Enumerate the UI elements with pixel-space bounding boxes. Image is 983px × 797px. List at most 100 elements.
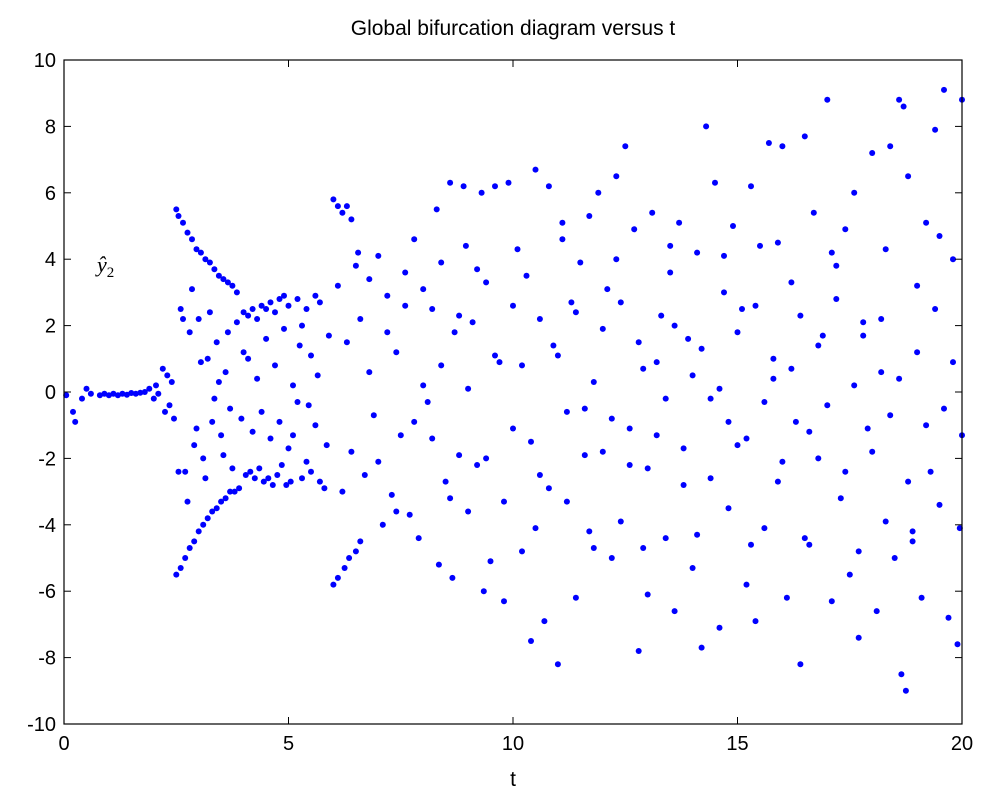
data-points (63, 86, 965, 694)
y-tick-label: 4 (45, 249, 56, 271)
scatter-point (662, 535, 669, 542)
scatter-point (685, 335, 692, 342)
scatter-point (631, 226, 638, 233)
scatter-point (460, 183, 467, 190)
scatter-point (456, 452, 463, 459)
scatter-point (487, 558, 494, 565)
scatter-point (211, 395, 218, 402)
chart-title: Global bifurcation diagram versus t (351, 17, 676, 40)
scatter-point (761, 399, 768, 405)
scatter-point (721, 289, 727, 296)
scatter-point (193, 425, 200, 432)
scatter-point (411, 236, 418, 243)
scatter-point (873, 608, 880, 615)
scatter-point (424, 399, 431, 405)
scatter-point (231, 488, 238, 495)
scatter-point (909, 528, 916, 535)
scatter-point (267, 299, 274, 306)
scatter-point (348, 448, 355, 455)
scatter-point (251, 475, 258, 482)
scatter-point (478, 189, 485, 196)
scatter-point (260, 478, 267, 485)
scatter-point (343, 339, 350, 346)
y-tick-label: 8 (45, 116, 56, 138)
scatter-point (788, 279, 795, 286)
scatter-point (545, 485, 552, 492)
scatter-point (725, 418, 732, 425)
scatter-point (644, 591, 651, 598)
scatter-point (402, 269, 409, 276)
scatter-point (595, 189, 602, 196)
scatter-point (438, 259, 445, 266)
scatter-point (339, 209, 346, 216)
scatter-point (801, 133, 808, 140)
scatter-point (653, 432, 660, 439)
scatter-point (177, 306, 184, 312)
scatter-point (891, 555, 898, 561)
scatter-point (308, 352, 314, 359)
scatter-point (770, 375, 777, 382)
scatter-point (256, 465, 263, 472)
x-tick-label: 5 (283, 733, 294, 755)
scatter-point (581, 405, 588, 412)
scatter-point (828, 249, 835, 256)
scatter-point (563, 408, 570, 415)
scatter-point (193, 246, 200, 253)
scatter-point (465, 385, 472, 392)
scatter-point (501, 498, 507, 505)
scatter-point (545, 183, 552, 190)
scatter-point (110, 390, 117, 397)
scatter-point (240, 349, 247, 356)
scatter-point (189, 236, 195, 243)
scatter-point (397, 432, 404, 439)
scatter-point (640, 365, 647, 372)
scatter-point (211, 266, 218, 273)
scatter-point (914, 349, 921, 356)
axis-ticks: 0 5 10 15 20 -10 -8 -6 -4 -2 0 2 4 6 8 10 (27, 50, 973, 755)
scatter-point (233, 289, 240, 296)
scatter-point (343, 203, 350, 210)
y-tick-label: 6 (45, 183, 56, 205)
scatter-point (462, 242, 469, 249)
scatter-point (184, 229, 191, 236)
scatter-point (173, 571, 180, 578)
y2-hat-annotation: ŷ2 (95, 252, 114, 281)
scatter-point (182, 468, 189, 475)
scatter-point (204, 515, 211, 522)
scatter-point (202, 475, 209, 482)
scatter-point (819, 332, 826, 339)
scatter-point (748, 183, 754, 190)
x-tick-label: 0 (58, 733, 69, 755)
scatter-point (480, 588, 487, 595)
scatter-point (730, 223, 736, 229)
scatter-point (346, 555, 353, 561)
scatter-point (653, 359, 660, 366)
scatter-point (806, 428, 813, 435)
scatter-point (743, 581, 750, 588)
scatter-point (215, 379, 222, 385)
scatter-point (141, 389, 148, 395)
scatter-point (393, 508, 400, 515)
scatter-point (245, 312, 252, 319)
scatter-point (680, 482, 687, 488)
scatter-point (748, 541, 754, 548)
scatter-point (671, 608, 678, 615)
scatter-point (312, 292, 319, 299)
scatter-point (296, 342, 303, 349)
scatter-point (420, 286, 427, 293)
scatter-point (283, 482, 290, 488)
scatter-point (662, 395, 669, 402)
scatter-point (667, 269, 674, 276)
scatter-point (568, 299, 575, 306)
scatter-point (294, 399, 301, 405)
scatter-point (132, 390, 139, 397)
scatter-point (635, 339, 642, 346)
scatter-point (536, 472, 543, 478)
scatter-point (716, 385, 723, 392)
scatter-point (384, 292, 391, 299)
scatter-point (191, 538, 198, 545)
scatter-point (175, 213, 182, 219)
scatter-point (197, 249, 204, 256)
scatter-point (233, 319, 240, 326)
scatter-point (528, 638, 534, 644)
